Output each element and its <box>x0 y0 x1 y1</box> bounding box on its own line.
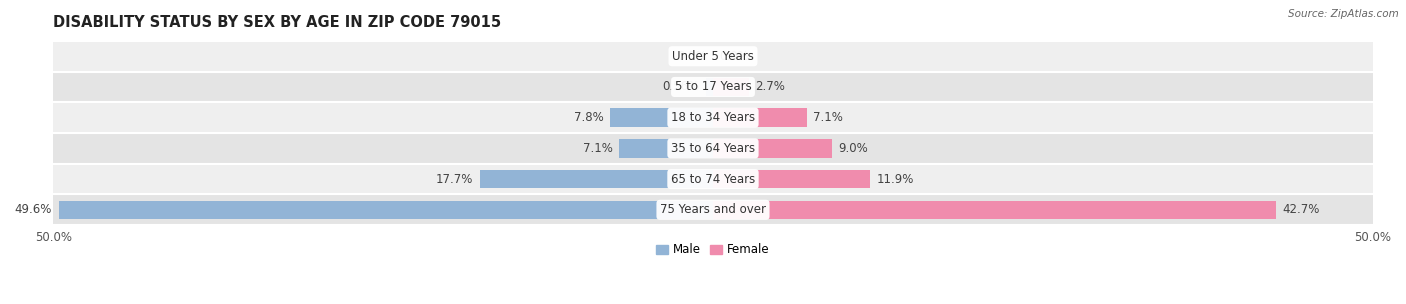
Text: 0.56%: 0.56% <box>662 81 699 93</box>
Bar <box>59 201 713 219</box>
Text: 11.9%: 11.9% <box>876 173 914 186</box>
Bar <box>713 139 832 157</box>
Bar <box>706 78 713 96</box>
Bar <box>713 109 807 127</box>
Bar <box>53 164 1372 195</box>
Bar <box>713 201 1277 219</box>
Text: DISABILITY STATUS BY SEX BY AGE IN ZIP CODE 79015: DISABILITY STATUS BY SEX BY AGE IN ZIP C… <box>53 15 502 30</box>
Text: 0.0%: 0.0% <box>720 50 749 63</box>
Text: 17.7%: 17.7% <box>436 173 472 186</box>
Bar <box>53 133 1372 164</box>
Text: 75 Years and over: 75 Years and over <box>659 203 766 216</box>
Bar <box>713 78 748 96</box>
Bar <box>610 109 713 127</box>
Text: 7.1%: 7.1% <box>813 111 844 124</box>
Text: 7.1%: 7.1% <box>583 142 613 155</box>
Bar <box>53 72 1372 102</box>
Text: 9.0%: 9.0% <box>838 142 868 155</box>
Text: 65 to 74 Years: 65 to 74 Years <box>671 173 755 186</box>
Text: 35 to 64 Years: 35 to 64 Years <box>671 142 755 155</box>
Text: 42.7%: 42.7% <box>1282 203 1320 216</box>
Bar <box>53 102 1372 133</box>
Text: Source: ZipAtlas.com: Source: ZipAtlas.com <box>1288 9 1399 19</box>
Legend: Male, Female: Male, Female <box>652 240 773 260</box>
Bar <box>53 41 1372 72</box>
Bar <box>53 195 1372 225</box>
Text: 49.6%: 49.6% <box>15 203 52 216</box>
Text: 2.7%: 2.7% <box>755 81 785 93</box>
Text: Under 5 Years: Under 5 Years <box>672 50 754 63</box>
Bar <box>619 139 713 157</box>
Text: 18 to 34 Years: 18 to 34 Years <box>671 111 755 124</box>
Bar <box>479 170 713 188</box>
Bar <box>713 170 870 188</box>
Text: 0.0%: 0.0% <box>676 50 706 63</box>
Text: 5 to 17 Years: 5 to 17 Years <box>675 81 751 93</box>
Text: 7.8%: 7.8% <box>574 111 603 124</box>
